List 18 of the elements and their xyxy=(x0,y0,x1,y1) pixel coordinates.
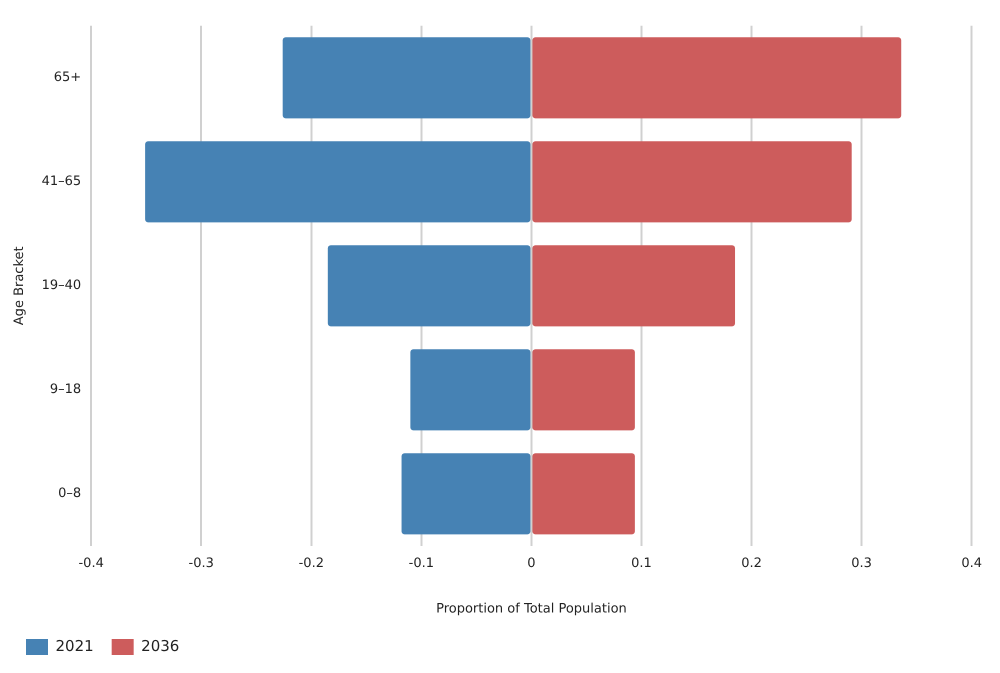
x-tick-label: -0.2 xyxy=(298,556,324,571)
x-tick-label: 0.3 xyxy=(851,556,872,571)
legend-label: 2021 xyxy=(56,636,94,655)
y-tick-label: 9–18 xyxy=(50,382,82,398)
x-tick-label: 0 xyxy=(527,556,536,571)
x-tick-label: 0.1 xyxy=(631,556,652,571)
y-tick-label: 65+ xyxy=(54,70,82,86)
x-tick-label: 0.4 xyxy=(961,556,982,571)
y-axis-title: Age Bracket xyxy=(12,246,28,326)
x-tick-label: -0.1 xyxy=(408,556,434,571)
y-tick-label: 41–65 xyxy=(42,174,82,190)
legend-label: 2036 xyxy=(141,636,180,655)
x-axis-title: Proportion of Total Population xyxy=(436,602,627,617)
x-tick-label: -0.4 xyxy=(78,556,104,571)
x-tick-label: -0.3 xyxy=(188,556,214,571)
x-tick-label: 0.2 xyxy=(741,556,762,571)
y-tick-label: 19–40 xyxy=(42,278,82,294)
y-tick-label: 0–8 xyxy=(58,486,82,502)
